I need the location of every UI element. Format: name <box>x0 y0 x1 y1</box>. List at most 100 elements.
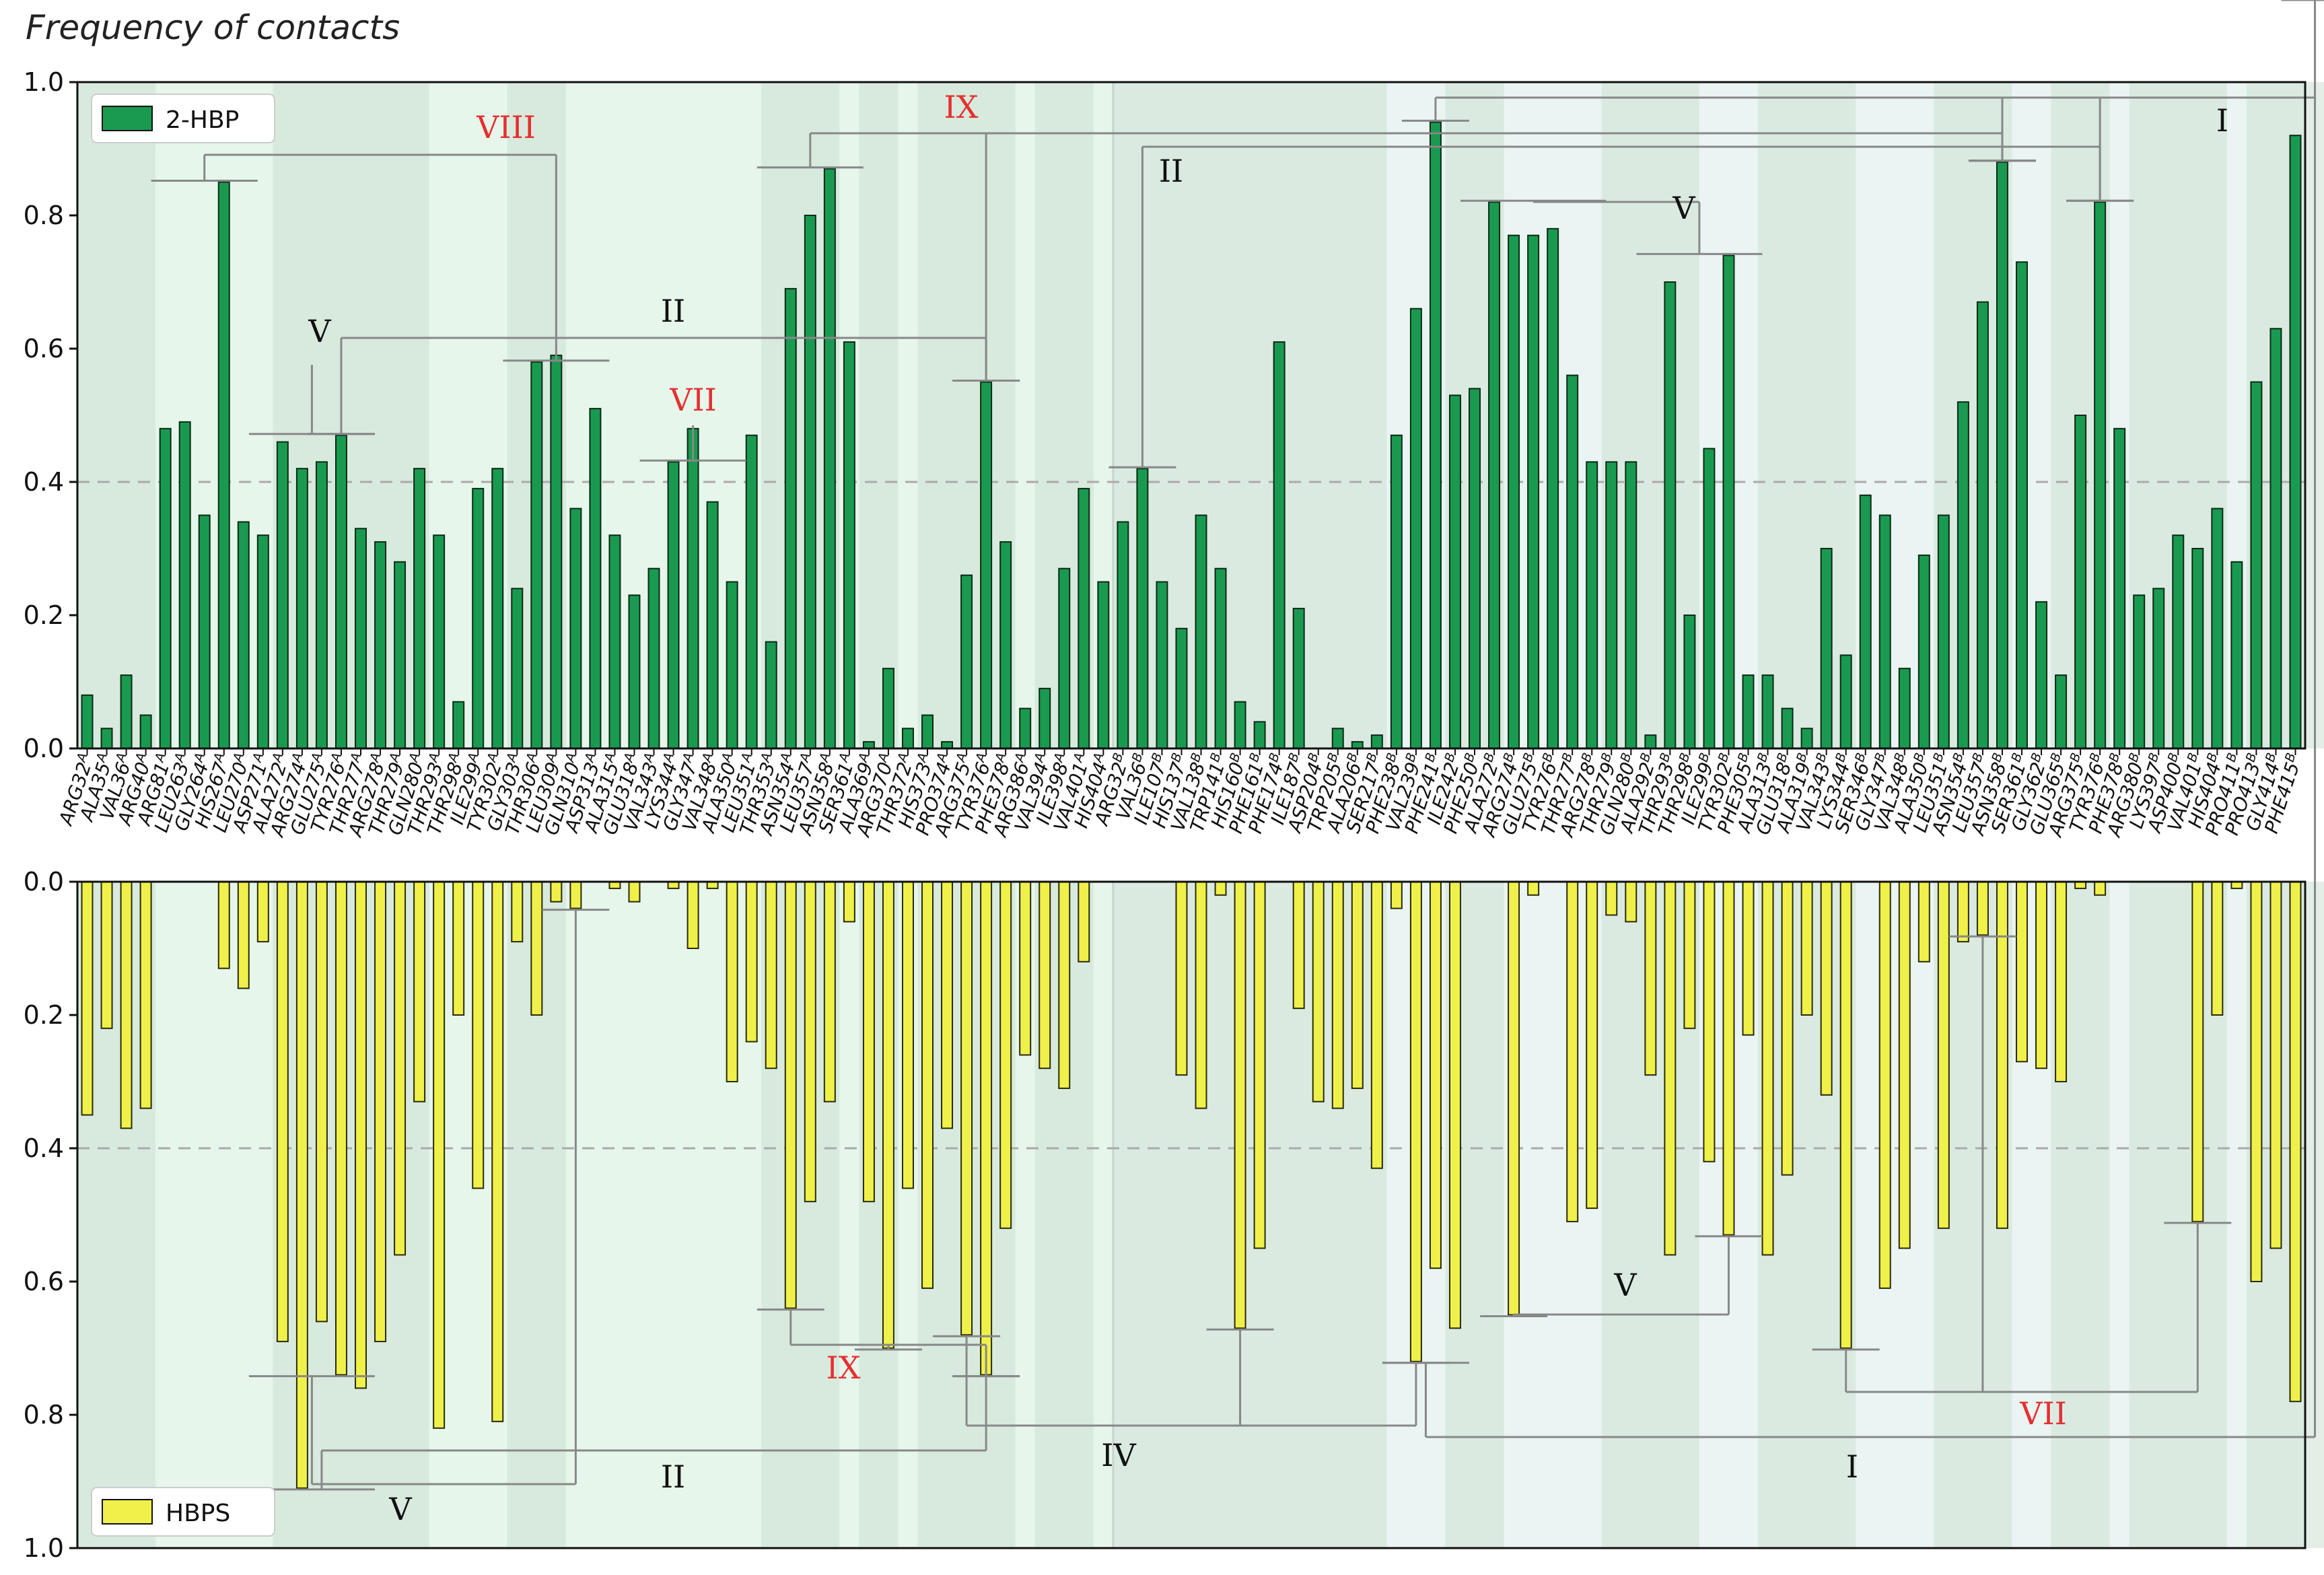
bar-hbps <box>804 881 816 1203</box>
ytick-label-bottom: 0.2 <box>24 1000 64 1030</box>
bar-hbps <box>1351 881 1364 1089</box>
bar-hbps <box>1703 881 1716 1162</box>
top-plot-frame <box>76 81 2307 750</box>
ytick-label-top: 0.4 <box>24 467 64 497</box>
bar-hbps <box>413 881 426 1102</box>
bar-2hbp <box>1703 448 1716 749</box>
bar-2hbp <box>1800 728 1813 750</box>
bar-hbps <box>1976 881 1989 936</box>
bar-hbps <box>2289 881 2302 1403</box>
bracket-label: VIII <box>476 109 536 145</box>
bar-2hbp <box>413 468 426 749</box>
bracket-label: I <box>2216 102 2228 139</box>
bar-hbps <box>745 881 758 1043</box>
bracket-label: V <box>1672 190 1695 226</box>
bracket-top: V <box>248 313 375 435</box>
bar-2hbp <box>1664 281 1677 749</box>
bar-2hbp <box>1370 734 1383 749</box>
ytick-label-top: 0.0 <box>24 734 64 763</box>
bar-2hbp <box>2191 548 2204 749</box>
bar-2hbp <box>1586 461 1598 749</box>
bar-2hbp <box>1742 674 1755 749</box>
bar-hbps <box>1019 881 1032 1056</box>
bar-hbps <box>276 881 289 1343</box>
bar-hbps <box>295 881 308 1489</box>
y-ticks: 0.0 0.0 0.2 0.2 0.4 0.4 0.6 0.6 0.8 0.8 1.0 1.0 <box>24 67 77 1563</box>
bar-2hbp <box>1625 461 1638 749</box>
threshold-lines <box>77 481 2305 1150</box>
bar-hbps <box>1742 881 1755 1036</box>
bar-2hbp <box>1117 521 1129 750</box>
bar-hbps <box>1820 881 1833 1096</box>
bar-2hbp <box>1273 341 1286 750</box>
bar-2hbp <box>2211 508 2224 749</box>
bar-hbps <box>1234 881 1246 1329</box>
bar-2hbp <box>2250 381 2263 749</box>
bar-2hbp <box>2016 261 2028 749</box>
bar-2hbp <box>178 421 191 750</box>
bar-hbps <box>1078 881 1090 963</box>
bar-2hbp <box>1722 254 1735 749</box>
bar-2hbp <box>667 461 680 749</box>
ytick-label-bottom: 1.0 <box>24 1533 64 1563</box>
bar-2hbp <box>237 521 250 750</box>
bar-hbps <box>1429 881 1442 1269</box>
legend-bottom: HBPS <box>91 1487 275 1537</box>
bar-hbps <box>1839 881 1852 1349</box>
bar-hbps <box>1722 881 1735 1236</box>
bar-2hbp <box>843 341 855 750</box>
bar-2hbp <box>726 581 738 749</box>
bar-hbps <box>394 881 407 1256</box>
bar-hbps <box>2094 881 2107 896</box>
bracket-label: V <box>1613 1267 1637 1303</box>
bracket-label: IV <box>1101 1437 1136 1473</box>
bar-hbps <box>1253 881 1266 1249</box>
ytick-label-bottom: 0.6 <box>24 1267 64 1296</box>
bar-2hbp <box>902 728 914 750</box>
bar-hbps <box>1214 881 1227 896</box>
bar-2hbp <box>530 361 543 749</box>
bar-2hbp <box>1292 608 1305 749</box>
ytick-label-top: 1.0 <box>24 67 64 97</box>
bracket-label: V <box>308 313 331 349</box>
bar-2hbp <box>511 588 524 750</box>
bar-hbps <box>1566 881 1579 1222</box>
ytick-label-top: 0.6 <box>24 334 64 363</box>
bar-hbps <box>765 881 777 1070</box>
bar-2hbp <box>2094 201 2107 749</box>
bar-2hbp <box>452 701 465 749</box>
bracket-top: V <box>1460 190 1763 255</box>
bar-hbps <box>1781 881 1794 1176</box>
band-dark-top <box>116 82 156 748</box>
bracket-top: VII <box>639 382 746 462</box>
bar-2hbp <box>1448 394 1461 749</box>
legend-hbps-swatch <box>102 1499 153 1525</box>
bar-hbps <box>1996 881 2008 1229</box>
bar-2hbp <box>1820 548 1833 749</box>
bar-hbps <box>1058 881 1071 1089</box>
bracket-bottom: IX <box>756 1308 1020 1386</box>
ytick-label-bottom: 0.0 <box>24 867 64 897</box>
bracket-bottom: VII <box>1812 935 2232 1432</box>
bar-2hbp <box>1878 514 1891 749</box>
bar-2hbp <box>999 541 1012 749</box>
bar-hbps <box>100 881 113 1029</box>
bar-hbps <box>120 881 133 1129</box>
bar-2hbp <box>1839 654 1852 750</box>
bar-hbps <box>334 881 347 1376</box>
bar-2hbp <box>1644 734 1657 749</box>
bar-hbps <box>1175 881 1188 1076</box>
bar-2hbp <box>882 668 894 750</box>
bar-hbps <box>941 881 954 1129</box>
bar-hbps <box>1898 881 1911 1249</box>
bar-hbps <box>2269 881 2282 1249</box>
bar-hbps <box>1390 881 1403 909</box>
bar-2hbp <box>159 427 172 749</box>
bar-hbps <box>1527 881 1540 896</box>
x-tick-labels: ARG32AALA35AVAL36AARG40AARG81ALEU263AGLY… <box>55 748 2304 841</box>
bar-2hbp <box>1547 228 1559 749</box>
bracket-label: II <box>661 1459 685 1495</box>
bar-2hbp <box>804 215 816 749</box>
bar-hbps <box>686 881 699 949</box>
bar-2hbp <box>1976 301 1989 749</box>
